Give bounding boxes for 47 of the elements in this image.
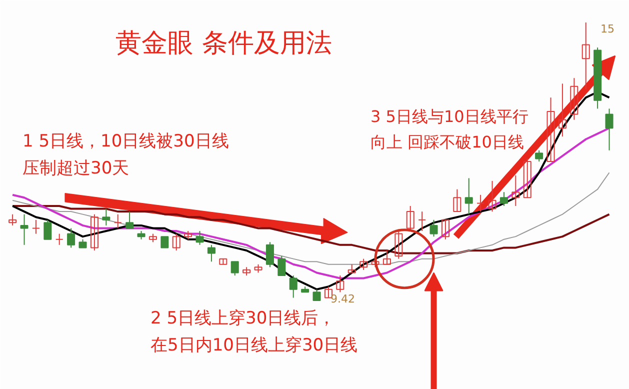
candlestick	[20, 214, 28, 246]
chart-title: 黄金眼 条件及用法	[116, 28, 332, 58]
candlestick	[312, 288, 321, 302]
candlestick	[207, 244, 216, 262]
candlestick	[114, 214, 122, 229]
candlestick	[102, 208, 110, 226]
candlestick	[488, 180, 496, 212]
candlestick	[266, 242, 274, 268]
candlestick	[278, 256, 286, 276]
candlestick	[336, 274, 344, 293]
candlestick	[605, 108, 614, 151]
candlestick	[418, 211, 426, 232]
candlestick	[55, 233, 64, 246]
candlestick	[430, 219, 438, 238]
candlestick	[535, 150, 544, 162]
candlestick	[90, 214, 98, 251]
candlestick	[558, 83, 566, 137]
annotation: 1 5日线，10日线被30日线压制超过30天	[22, 132, 229, 178]
annotation: 15	[600, 22, 614, 36]
candlestick	[582, 22, 590, 90]
candlestick	[453, 188, 462, 212]
candlestick	[230, 261, 239, 276]
candlestick	[512, 174, 520, 206]
candlestick	[464, 178, 473, 215]
candlestick	[172, 233, 180, 251]
candlestick	[546, 97, 555, 162]
candlestick	[382, 250, 391, 265]
candlestick	[44, 219, 52, 240]
candlestick	[476, 194, 485, 212]
candlestick	[441, 219, 450, 240]
annotation: 9.42	[330, 292, 355, 306]
candlestick	[360, 258, 368, 270]
candlestick	[32, 219, 40, 234]
candlestick	[67, 228, 76, 248]
candlestick	[289, 274, 298, 298]
candlestick	[406, 205, 414, 232]
annotation: 3 5日线与10日线平行向上 回踩不破10日线	[370, 106, 528, 152]
candlestick	[160, 236, 169, 248]
candlestick	[324, 286, 332, 298]
candlestick	[196, 230, 204, 246]
candlestick	[500, 192, 508, 206]
text: 2 5日线上穿30日线后，在5日内10日线上穿30日线	[150, 308, 358, 356]
candlestick	[523, 158, 532, 198]
candlestick	[126, 211, 134, 229]
candlestick	[570, 78, 578, 120]
candlestick	[394, 230, 403, 260]
candlestick	[8, 214, 17, 226]
